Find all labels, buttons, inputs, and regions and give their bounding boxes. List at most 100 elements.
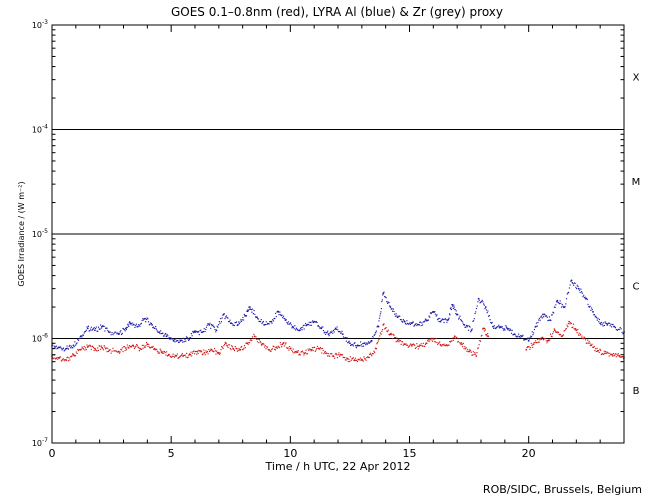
trace-dot [590, 344, 592, 346]
trace-dot [116, 333, 118, 335]
trace-dot [603, 322, 605, 324]
trace-dot [495, 327, 497, 330]
trace-dot [158, 352, 161, 354]
trace-dot [472, 354, 474, 356]
trace-dot [317, 325, 320, 327]
trace-dot [458, 337, 460, 340]
trace-dot [502, 327, 504, 330]
trace-dot [304, 324, 306, 326]
flare-class-label: M [632, 177, 641, 188]
trace-dot [290, 324, 292, 326]
trace-dot [466, 350, 468, 352]
trace-dot [393, 310, 395, 313]
trace-dot [97, 330, 99, 333]
trace-dot [450, 308, 453, 311]
trace-dot [70, 345, 72, 347]
data-point [582, 337, 585, 340]
trace-dot [572, 282, 574, 285]
data-point [158, 331, 161, 334]
trace-dot [526, 338, 528, 340]
trace-dot [332, 332, 334, 334]
trace-dot [459, 315, 461, 317]
trace-dot [482, 303, 485, 305]
x-tick-label: 5 [168, 447, 175, 460]
trace-dot [84, 330, 87, 333]
trace-dot [99, 345, 101, 347]
trace-dot [162, 351, 164, 353]
trace-dot [213, 348, 216, 350]
trace-dot [217, 326, 219, 328]
trace-dot [469, 326, 471, 328]
trace-dot [276, 346, 278, 348]
trace-dot [302, 324, 305, 326]
trace-dot [168, 354, 171, 356]
trace-dot [375, 330, 378, 332]
trace-dot [435, 315, 437, 317]
trace-dot [620, 328, 622, 330]
trace-dot [252, 313, 255, 315]
trace-dot [302, 326, 304, 328]
trace-dot [596, 347, 598, 349]
trace-dot [133, 324, 135, 326]
data-point [604, 352, 606, 355]
trace-dot [579, 334, 581, 336]
trace-dot [605, 323, 608, 325]
trace-dot [586, 342, 588, 344]
trace-dot [73, 345, 75, 348]
trace-dot [79, 337, 81, 339]
trace-dot [421, 322, 423, 324]
trace-dot [548, 340, 550, 342]
trace-dot [359, 359, 361, 361]
trace-dot [327, 330, 329, 332]
trace-dot [287, 347, 289, 349]
trace-dot [438, 342, 440, 344]
trace-dot [540, 338, 542, 341]
trace-dot [268, 323, 270, 325]
trace-dot [491, 321, 493, 324]
trace-dot [316, 345, 319, 347]
trace-dot [67, 348, 70, 350]
trace-dot [272, 319, 274, 321]
trace-dot [114, 331, 116, 333]
trace-dot [553, 312, 555, 314]
trace-dot [231, 322, 233, 325]
trace-dot [224, 317, 226, 320]
trace-dot [426, 342, 428, 345]
trace-dot [472, 351, 475, 353]
data-point [160, 351, 163, 354]
trace-dot [505, 326, 508, 328]
trace-dot [152, 326, 155, 328]
trace-dot [113, 332, 115, 335]
trace-dot [107, 347, 109, 349]
trace-dot [617, 354, 619, 357]
trace-dot [84, 347, 87, 349]
trace-dot [422, 342, 424, 345]
trace-dot [609, 352, 611, 355]
trace-dot [76, 352, 78, 355]
trace-dot [60, 347, 62, 349]
data-point [553, 329, 556, 332]
trace-dot [617, 353, 620, 355]
trace-dot [549, 333, 552, 335]
trace-dot [367, 342, 369, 344]
trace-dot [281, 346, 283, 348]
trace-dot [287, 321, 290, 323]
trace-dot [112, 334, 114, 336]
trace-dot [386, 331, 389, 333]
trace-dot [219, 322, 221, 324]
trace-dot [528, 338, 531, 340]
trace-dot [223, 345, 225, 347]
trace-dot [405, 323, 407, 325]
data-point [320, 327, 323, 330]
trace-dot [127, 324, 129, 326]
trace-dot [64, 349, 66, 351]
trace-dot [441, 319, 443, 321]
trace-dot [559, 333, 562, 336]
trace-dot [120, 330, 122, 332]
data-point [439, 343, 442, 346]
trace-dot [132, 322, 134, 324]
trace-dot [564, 330, 566, 332]
trace-dot [435, 337, 437, 340]
trace-dot [311, 321, 313, 323]
trace-dot [443, 343, 445, 345]
